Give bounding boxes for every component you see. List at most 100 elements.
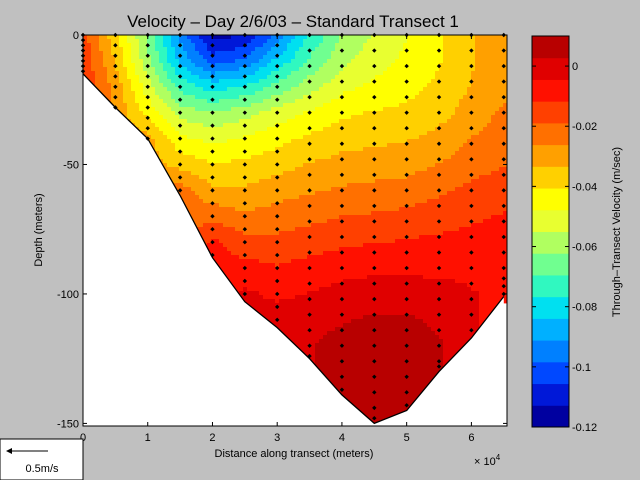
station-sample-point <box>372 79 377 84</box>
y-axis-ticks: 0 -50 -100 -150 <box>57 30 507 430</box>
station-sample-point <box>501 110 506 115</box>
station-sample-point <box>372 188 377 193</box>
x-tick-label: 6 <box>468 432 474 444</box>
colorbar-swatch <box>532 57 569 80</box>
station-sample-point <box>113 43 118 48</box>
station-sample-point <box>501 203 506 209</box>
station-sample-point <box>242 123 248 128</box>
station-sample-point <box>501 283 506 289</box>
station-sample-point <box>274 63 280 69</box>
station-sample-point <box>242 175 248 180</box>
station-sample-point <box>372 359 377 364</box>
y-axis-label: Depth (meters) <box>33 193 45 266</box>
station-sample-point <box>372 126 377 131</box>
station-sample-point <box>404 219 409 224</box>
station-sample-point <box>210 123 215 128</box>
station-sample-point <box>307 219 312 224</box>
station-sample-point <box>274 304 280 310</box>
station-sample-point <box>436 141 442 146</box>
station-sample-point <box>469 219 474 224</box>
station-sample-point <box>469 327 474 333</box>
station-sample-point <box>501 188 506 193</box>
station-sample-point <box>372 390 377 395</box>
station-sample-point <box>210 227 215 232</box>
station-sample-point <box>210 214 215 219</box>
station-sample-point <box>177 43 183 48</box>
station-sample-point <box>501 79 506 84</box>
y-tick-label: -100 <box>57 289 79 301</box>
station-sample-point <box>372 312 377 317</box>
station-sample-point <box>210 63 215 69</box>
station-sample-point <box>339 110 345 115</box>
station-sample-point <box>469 281 474 286</box>
station-sample-point <box>501 265 506 271</box>
station-sample-point <box>404 234 409 240</box>
station-sample-point <box>436 234 442 240</box>
colorbar-swatch <box>532 122 569 146</box>
x-tick-label: 1 <box>145 432 151 444</box>
colorbar-swatch <box>532 101 569 124</box>
station-sample-point <box>113 74 118 79</box>
station-sample-point <box>404 265 409 271</box>
station-sample-point <box>469 312 474 317</box>
station-sample-point <box>372 110 377 115</box>
station-sample-point <box>404 188 409 193</box>
colorbar-swatches <box>532 36 569 428</box>
station-sample-point <box>339 48 345 53</box>
colorbar: 0 -0.02 -0.04 -0.06 -0.08 -0.1 -0.12 Through–T… <box>531 35 623 434</box>
station-sample-point <box>339 250 345 255</box>
station-sample-point <box>469 94 474 100</box>
station-sample-point <box>372 48 377 53</box>
station-sample-point <box>210 149 215 154</box>
station-sample-point <box>469 188 474 193</box>
station-sample-point <box>501 157 506 162</box>
station-sample-point <box>469 203 474 209</box>
station-sample-point <box>145 74 150 79</box>
station-sample-point <box>145 94 150 100</box>
station-sample-point <box>372 281 377 286</box>
station-sample-point <box>307 79 312 84</box>
colorbar-tick-label: -0.08 <box>572 302 597 314</box>
station-sample-point <box>177 110 183 115</box>
station-sample-point <box>372 343 377 348</box>
station-sample-point <box>436 327 442 333</box>
station-sample-point <box>242 53 248 58</box>
colorbar-tick-label: -0.1 <box>572 362 591 374</box>
station-sample-point <box>339 203 345 209</box>
station-sample-point <box>307 63 312 69</box>
station-sample-point <box>177 136 183 141</box>
colorbar-swatch <box>532 361 569 385</box>
station-sample-point <box>242 162 248 167</box>
colorbar-swatch <box>532 405 569 428</box>
station-sample-point <box>307 203 312 209</box>
station-sample-point <box>145 115 150 121</box>
colorbar-swatch <box>532 188 569 211</box>
velocity-contour-fill <box>83 35 507 426</box>
station-sample-point <box>210 43 215 48</box>
station-sample-point <box>274 291 280 297</box>
station-sample-point <box>436 110 442 115</box>
station-sample-point <box>372 172 377 178</box>
station-sample-point <box>372 374 377 380</box>
station-sample-point <box>339 141 345 146</box>
x-tick-label: 5 <box>404 432 410 444</box>
colorbar-tick-label: -0.06 <box>572 242 597 254</box>
station-sample-point <box>113 84 118 89</box>
station-sample-point <box>372 63 377 69</box>
station-sample-point <box>501 48 506 53</box>
station-sample-point <box>274 136 280 141</box>
station-sample-point <box>436 265 442 271</box>
station-sample-point <box>242 201 248 206</box>
station-sample-point <box>436 281 442 286</box>
station-sample-point <box>372 416 377 421</box>
scale-arrow-icon <box>6 448 12 454</box>
station-sample-point <box>404 281 409 286</box>
colorbar-ticks: 0 -0.02 -0.04 -0.06 -0.08 -0.1 -0.12 <box>532 61 597 434</box>
station-sample-point <box>469 110 474 115</box>
station-sample-point <box>274 239 280 245</box>
scale-legend-label: 0.5m/s <box>25 463 59 475</box>
station-sample-point <box>404 327 409 333</box>
station-sample-point <box>339 79 345 84</box>
station-sample-point <box>501 250 506 255</box>
station-sample-point <box>274 43 280 48</box>
